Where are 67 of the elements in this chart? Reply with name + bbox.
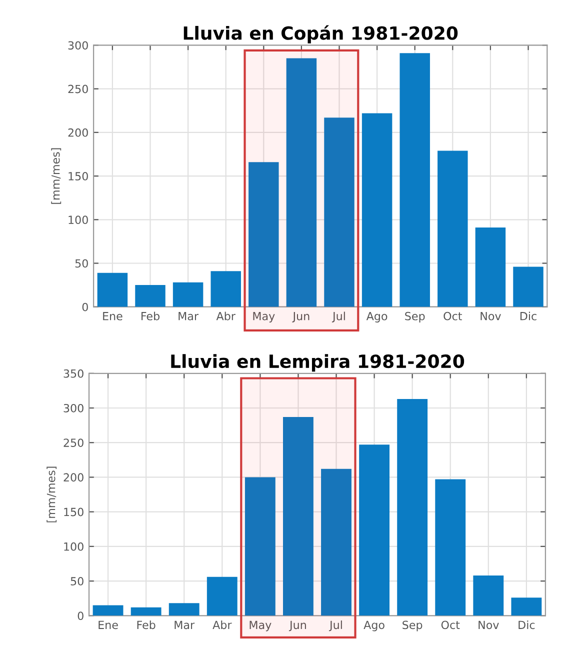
bar [168, 603, 200, 616]
x-tick-label: Sep [402, 620, 422, 632]
x-tick-label: Dic [518, 620, 535, 630]
x-tick-label: Dic [520, 312, 536, 320]
x-tick-label: Nov [478, 620, 499, 630]
bar [92, 605, 124, 616]
y-axis-title: [mm/mes] [46, 466, 57, 522]
y-tick-label: 0 [82, 302, 88, 312]
bar [130, 607, 162, 616]
bar [286, 58, 317, 307]
y-tick-label: 150 [68, 172, 88, 180]
y-tick-label: 300 [64, 404, 84, 412]
y-tick-label: 200 [68, 128, 88, 137]
bar [97, 272, 128, 307]
chart-title: Lluvia en Copán 1981-2020 [184, 25, 458, 44]
y-tick-label: 350 [64, 369, 84, 378]
x-tick-label: Abr [212, 620, 232, 630]
bar [210, 271, 241, 307]
y-tick-label: 200 [64, 473, 84, 482]
bar [206, 576, 238, 616]
x-tick-label: Feb [142, 312, 160, 320]
bar [362, 113, 392, 307]
y-tick-label: 50 [70, 577, 84, 586]
bar [435, 479, 466, 616]
bar [473, 575, 504, 616]
bar [475, 227, 506, 307]
y-axis-title: [mm/mes] [51, 148, 62, 204]
x-tick-label: Oct [444, 312, 462, 320]
x-tick-label: Oct [441, 620, 460, 630]
x-tick-label: May [253, 312, 275, 322]
y-tick-label: 250 [64, 438, 84, 447]
x-tick-label: Feb [137, 620, 156, 630]
x-tick-label: Mar [174, 620, 195, 630]
x-tick-label: Jul [328, 620, 342, 632]
bar [172, 282, 204, 307]
x-tick-label: Jun [292, 312, 310, 322]
x-tick-label: Sep [405, 312, 425, 322]
bar [135, 285, 166, 307]
bar [513, 266, 544, 307]
x-tick-label: Nov [480, 312, 501, 320]
bar [248, 162, 279, 307]
bar [283, 416, 314, 616]
bar [397, 398, 428, 616]
y-tick-label: 100 [68, 216, 88, 224]
bar [511, 598, 542, 616]
x-tick-label: Ene [103, 312, 122, 320]
y-tick-label: 150 [64, 508, 84, 516]
x-tick-label: Ago [364, 620, 384, 632]
x-tick-label: Jun [288, 620, 306, 632]
bar [359, 444, 390, 616]
x-tick-label: Mar [178, 312, 199, 320]
x-tick-label: Abr [216, 312, 236, 320]
x-tick-label: May [250, 620, 272, 632]
chart-title: Lluvia en Lempira 1981-2020 [171, 354, 464, 372]
y-tick-label: 250 [68, 84, 88, 94]
bar [244, 477, 276, 616]
y-tick-label: 100 [64, 542, 84, 551]
bar [324, 118, 354, 307]
bar [321, 468, 352, 616]
bar [438, 150, 468, 307]
y-tick-label: 50 [75, 259, 88, 268]
x-tick-label: Jul [332, 312, 345, 322]
bar [400, 53, 430, 307]
x-tick-label: Ene [98, 620, 118, 630]
x-tick-label: Ago [366, 312, 388, 322]
y-tick-label: 0 [78, 612, 84, 620]
y-tick-label: 300 [68, 41, 88, 50]
